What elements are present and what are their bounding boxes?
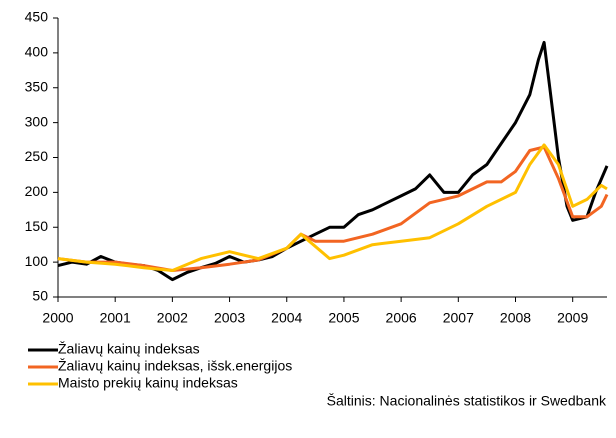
y-tick-label: 150 bbox=[25, 218, 49, 234]
y-tick-label: 200 bbox=[25, 183, 49, 199]
legend-label: Žaliavų kainų indeksas, išsk.energijos bbox=[58, 358, 292, 374]
x-tick-label: 2009 bbox=[557, 310, 588, 326]
x-tick-label: 2000 bbox=[42, 310, 73, 326]
x-tick-label: 2004 bbox=[271, 310, 302, 326]
y-tick-label: 400 bbox=[25, 44, 49, 60]
x-tick-label: 2002 bbox=[157, 310, 188, 326]
y-tick-label: 250 bbox=[25, 148, 49, 164]
y-tick-label: 50 bbox=[32, 288, 48, 304]
x-tick-label: 2005 bbox=[328, 310, 359, 326]
series-line bbox=[57, 143, 608, 272]
series-line bbox=[57, 145, 609, 272]
legend-label: Maisto prekių kainų indeksas bbox=[58, 375, 238, 391]
y-tick-label: 300 bbox=[25, 113, 49, 129]
y-tick-label: 350 bbox=[25, 78, 49, 94]
y-tick-label: 100 bbox=[25, 253, 49, 269]
x-tick-label: 2007 bbox=[443, 310, 474, 326]
x-tick-label: 2008 bbox=[500, 310, 531, 326]
y-tick-label: 450 bbox=[25, 9, 49, 25]
x-tick-label: 2003 bbox=[214, 310, 245, 326]
legend-label: Žaliavų kainų indeksas bbox=[58, 341, 200, 357]
source: Šaltinis: Nacionalinės statistikos ir Sw… bbox=[327, 393, 607, 409]
x-tick-label: 2006 bbox=[386, 310, 417, 326]
x-tick-label: 2001 bbox=[100, 310, 131, 326]
series-line bbox=[57, 40, 609, 282]
